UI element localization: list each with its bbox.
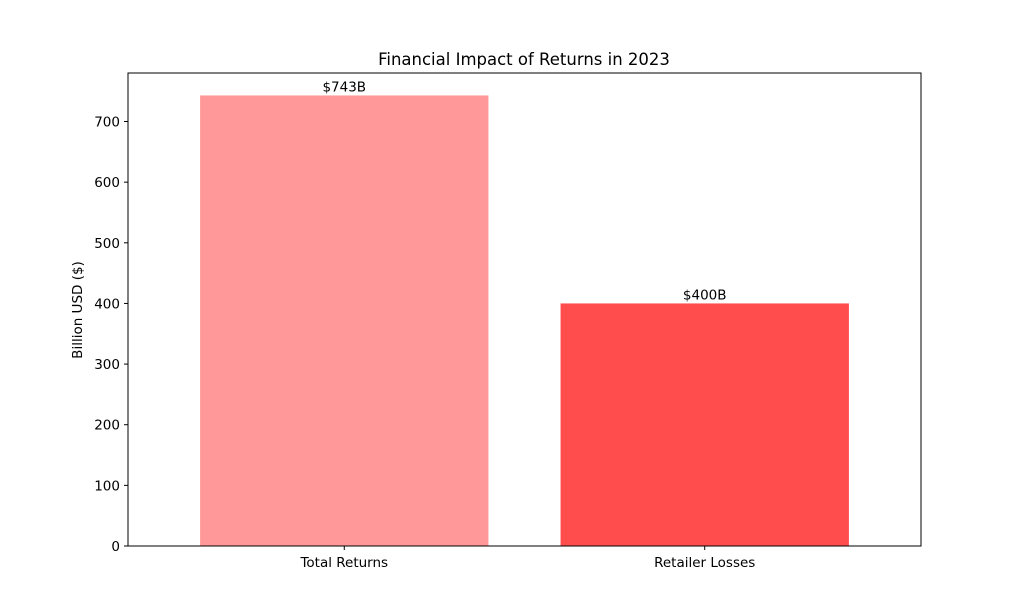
bar-retailer-losses (560, 303, 849, 546)
data-label: $400B (683, 287, 727, 303)
chart-title: Financial Impact of Returns in 2023 (378, 50, 670, 69)
plot-area-frame (127, 72, 922, 547)
y-tick-label: 0 (111, 539, 120, 555)
y-tick-label: 700 (94, 115, 120, 131)
y-tick-label: 300 (94, 357, 120, 373)
y-tick-label: 100 (94, 478, 120, 494)
y-tick-label: 200 (94, 418, 120, 434)
y-tick-label: 400 (94, 296, 120, 312)
x-tick-label: Total Returns (299, 555, 388, 571)
x-tick-label: Retailer Losses (654, 555, 755, 571)
data-label: $743B (322, 79, 366, 95)
y-axis-label: Billion USD ($) (70, 261, 86, 359)
y-tick-label: 500 (94, 236, 120, 252)
y-axis-ticks: 0 100 200 300 400 500 600 700 (94, 115, 128, 555)
y-tick-label: 600 (94, 175, 120, 191)
bars-group: $743B $400B (200, 79, 849, 546)
bar-total-returns (200, 95, 489, 546)
x-axis-ticks: Total Returns Retailer Losses (299, 546, 755, 571)
